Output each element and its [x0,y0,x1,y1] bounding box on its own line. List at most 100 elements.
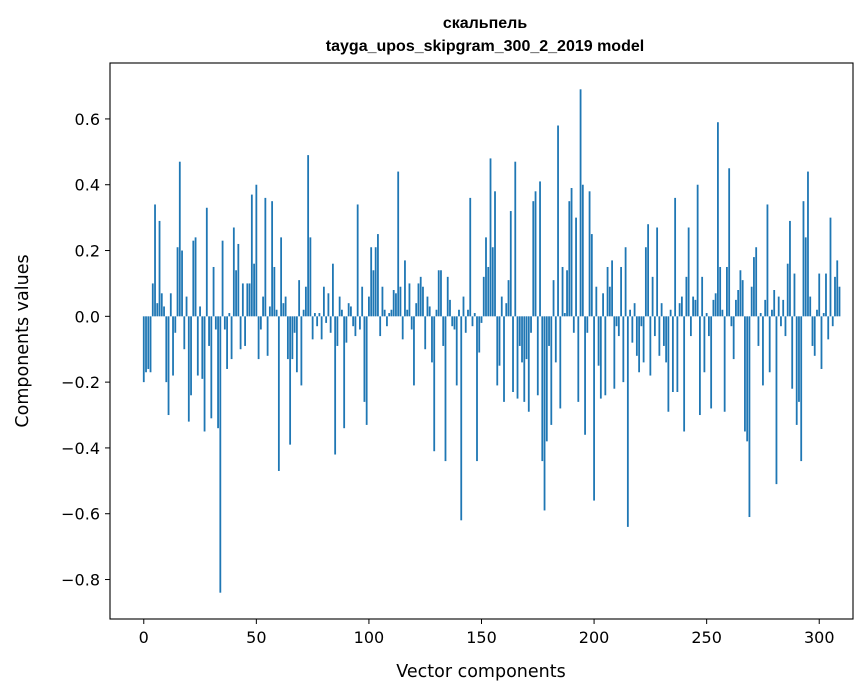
bar [744,316,746,432]
bar [377,234,379,317]
bar [732,316,735,360]
bar [620,266,622,317]
bar [800,316,803,462]
bar [395,293,397,317]
bar [325,316,328,323]
x-axis-label: Vector components [396,662,565,682]
bar [455,316,458,386]
bar [277,316,280,471]
bar [217,316,219,429]
bar [615,316,618,327]
bar [552,280,555,317]
bar [190,316,192,396]
bar [717,122,719,317]
bar [789,220,791,317]
bar [764,299,767,317]
bar [759,313,762,317]
bar [332,263,334,317]
bar [676,316,679,392]
bar [176,247,179,317]
bar [550,316,553,425]
bar [309,237,312,317]
bar [228,313,231,317]
bar [638,316,641,373]
bar [313,313,316,317]
bar [827,316,830,340]
bar [390,309,393,317]
bar [624,247,627,317]
bar [807,171,809,317]
chart-subtitle: tayga_upos_skipgram_300_2_2019 model [326,38,644,55]
bar [762,316,764,386]
bar [719,266,722,317]
bar [221,240,224,317]
bar [145,316,147,373]
bar [680,296,683,317]
bar [199,306,201,317]
bar [185,296,188,317]
bar [383,309,386,317]
bar [588,191,591,317]
bar [241,283,244,317]
bar [253,263,255,317]
bar [239,316,242,350]
bar [728,168,731,317]
bar [710,316,713,409]
bar [577,316,580,402]
bar [469,197,472,317]
bar [415,303,418,317]
bar [809,296,812,317]
bar [512,316,514,392]
x-tick-label: 250 [691,628,722,647]
bar [662,316,665,346]
bar [214,316,217,330]
bar [181,250,183,317]
bar [523,316,526,402]
bar [223,316,226,330]
bar [187,316,190,422]
bar [361,286,364,317]
bar [372,270,375,317]
bar [363,316,366,402]
bar [374,247,377,317]
bar [473,313,476,317]
bar [440,270,442,317]
bar [203,316,206,432]
bar [775,316,778,485]
bar [714,293,717,317]
bar [656,227,659,317]
bar [838,286,841,317]
bar [316,316,319,327]
bar [566,270,568,317]
bar [665,316,668,363]
x-tick-label: 200 [579,628,610,647]
bar [435,309,438,317]
bar [608,286,611,317]
bar [259,316,262,330]
bar [834,276,836,317]
bar [644,247,647,317]
bar [336,316,339,346]
bar [302,309,305,317]
bar [548,316,550,346]
bar [771,309,773,317]
bar [428,306,431,317]
bar [816,309,818,317]
bar [397,171,400,317]
bar [586,316,589,333]
bar [154,204,156,317]
bar [584,316,586,435]
bar [534,191,537,317]
bar [147,316,150,369]
bar [701,276,704,317]
bar [268,306,271,317]
bar [345,316,348,343]
bar [232,227,235,317]
y-tick-label: −0.4 [61,439,100,458]
bar [836,260,839,317]
bar [777,296,780,317]
bar [581,184,584,317]
bar [568,201,571,317]
bar [298,280,301,317]
bar [683,316,686,432]
